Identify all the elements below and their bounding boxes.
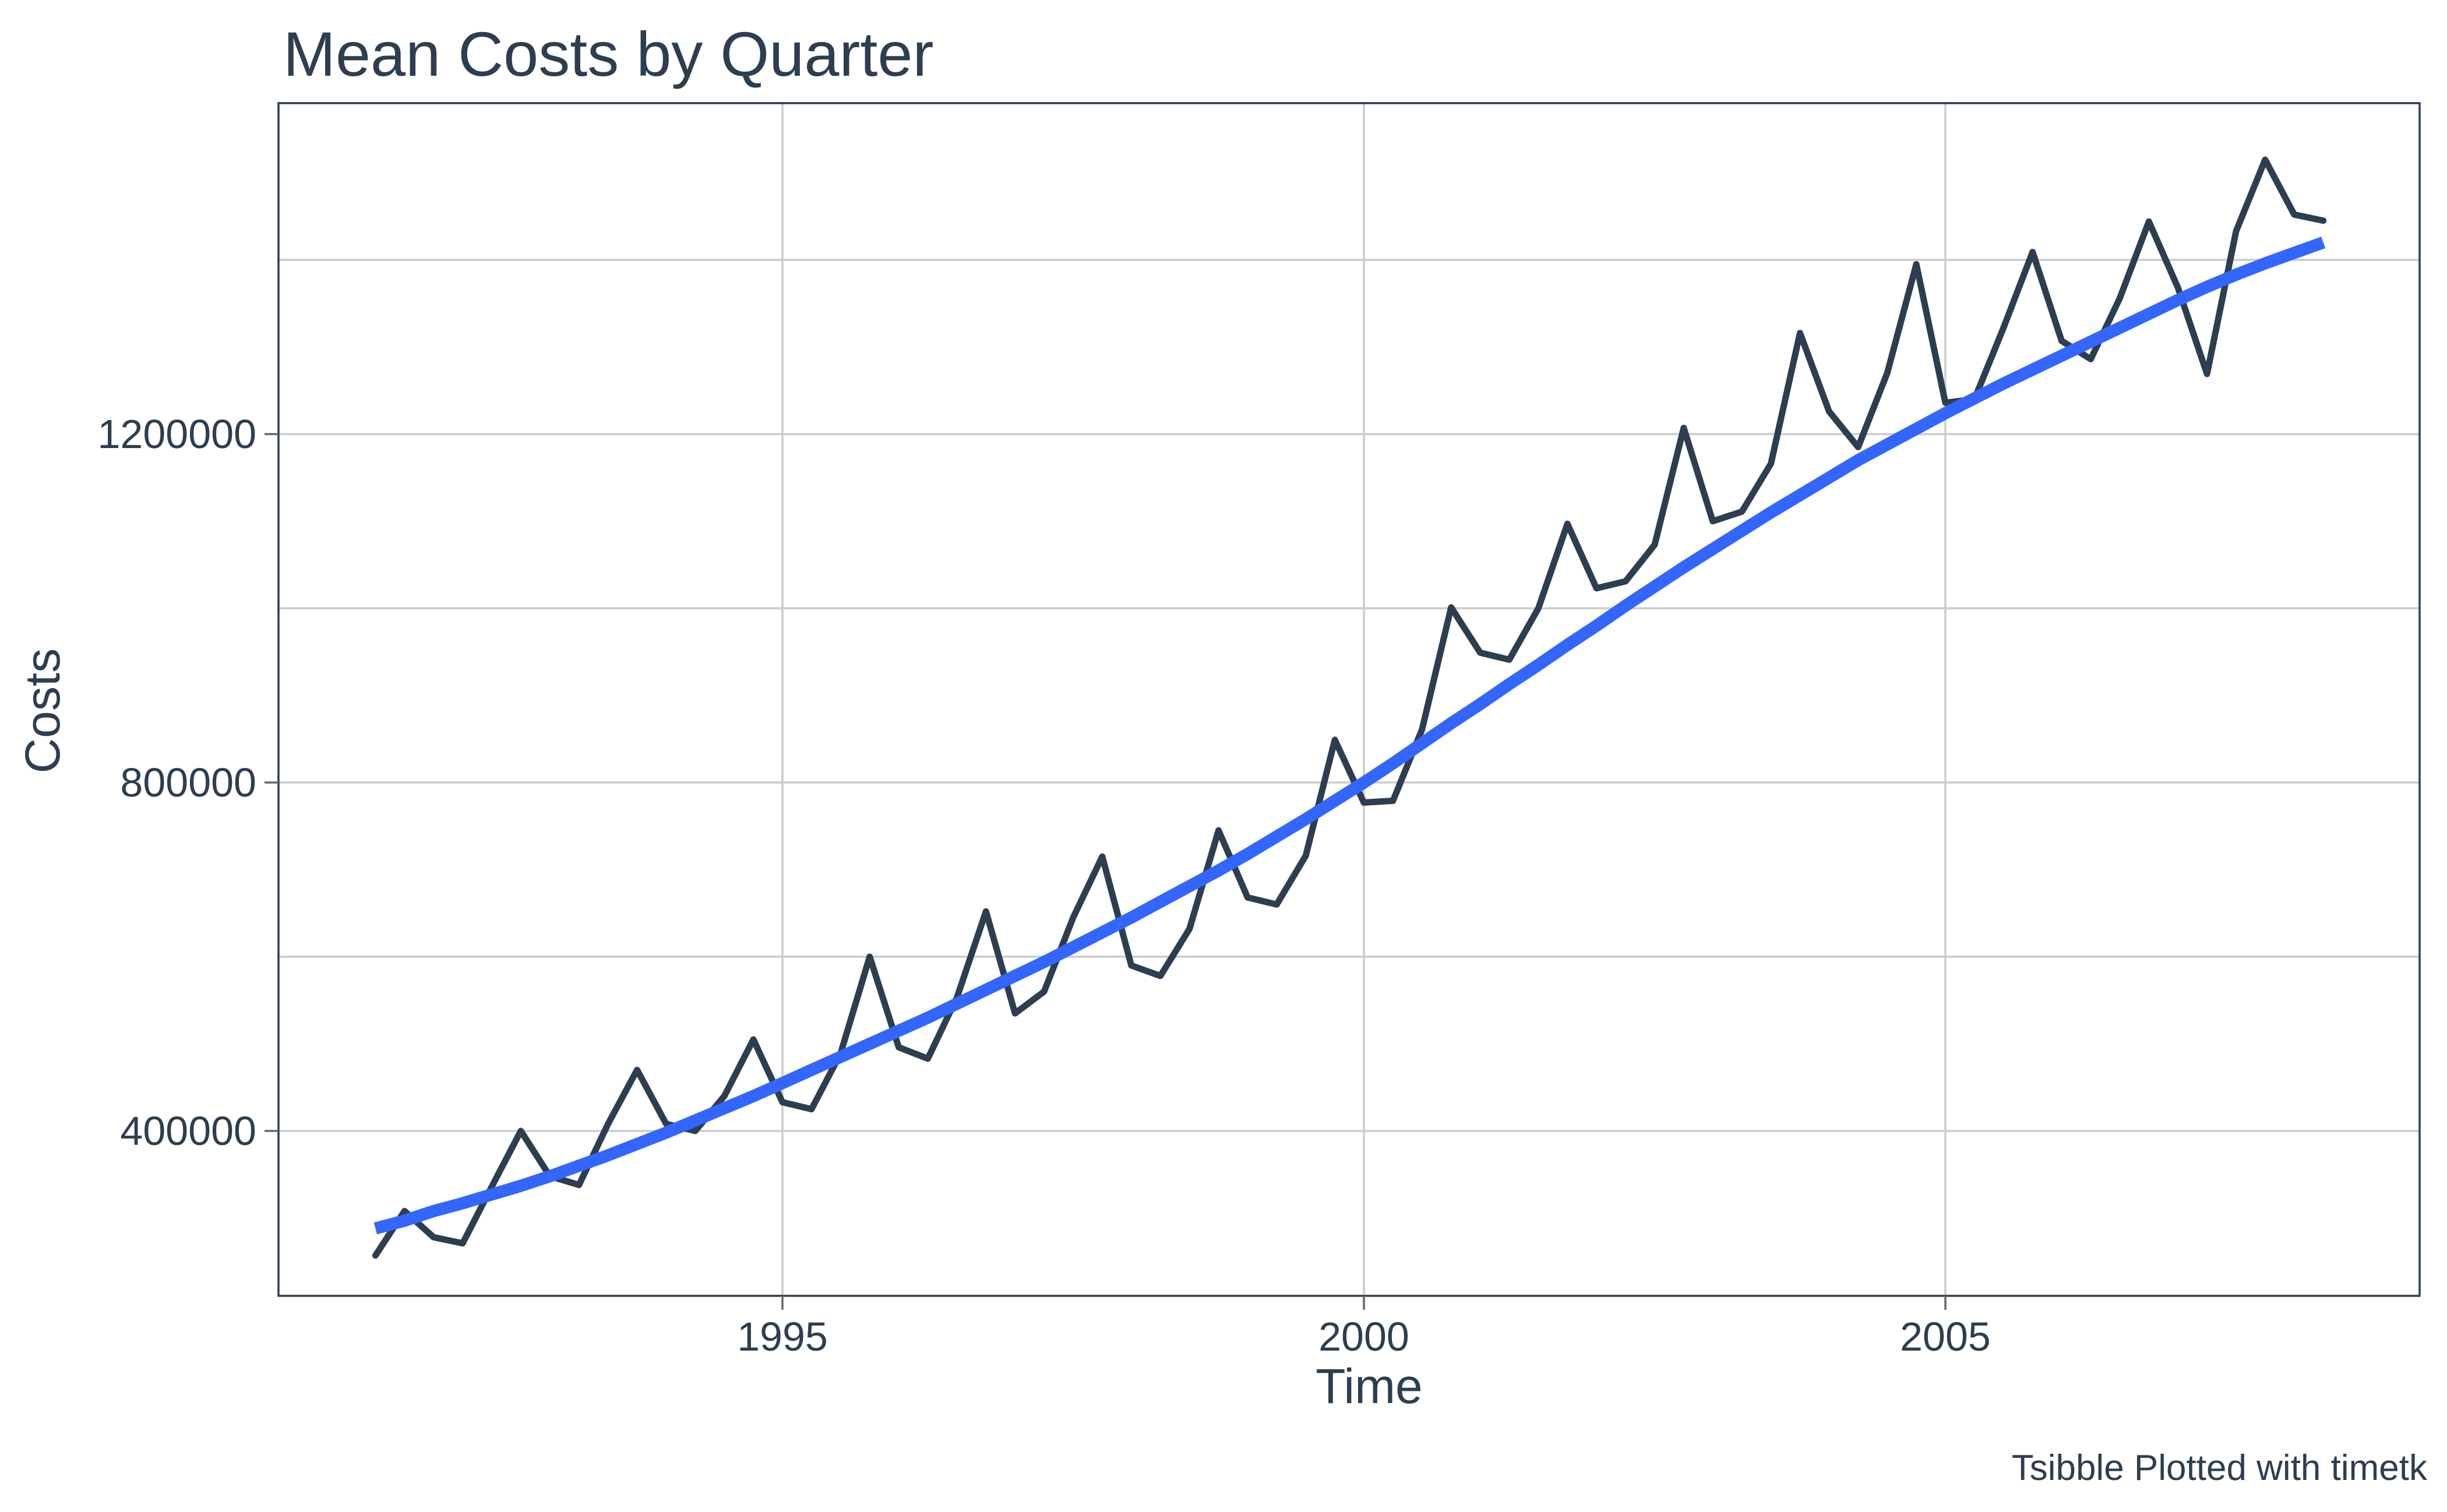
plot-panel (278, 103, 2420, 1296)
gridlines (278, 103, 2420, 1296)
y-axis-title: Costs (15, 648, 70, 774)
x-tick-label: 1995 (737, 1314, 828, 1359)
y-tick-label: 1200000 (97, 411, 256, 457)
x-axis-title: Time (1316, 1359, 1423, 1414)
axis-ticks (265, 433, 1947, 1310)
y-tick-label: 400000 (120, 1108, 256, 1154)
plot-panel-border (277, 102, 2421, 1297)
y-tick-label: 800000 (120, 760, 256, 805)
axis-tick-labels: 400000 800000 1200000 1995 2000 2005 (97, 411, 1990, 1359)
x-tick-label: 2000 (1318, 1314, 1409, 1359)
chart-caption: Tsibble Plotted with timetk (2012, 1448, 2428, 1488)
series-trend-line (373, 237, 2326, 1235)
series-costs-line (372, 156, 2327, 1259)
x-tick-label: 2005 (1900, 1314, 1991, 1359)
chart-title: Mean Costs by Quarter (283, 19, 933, 89)
series-layer (372, 156, 2327, 1259)
